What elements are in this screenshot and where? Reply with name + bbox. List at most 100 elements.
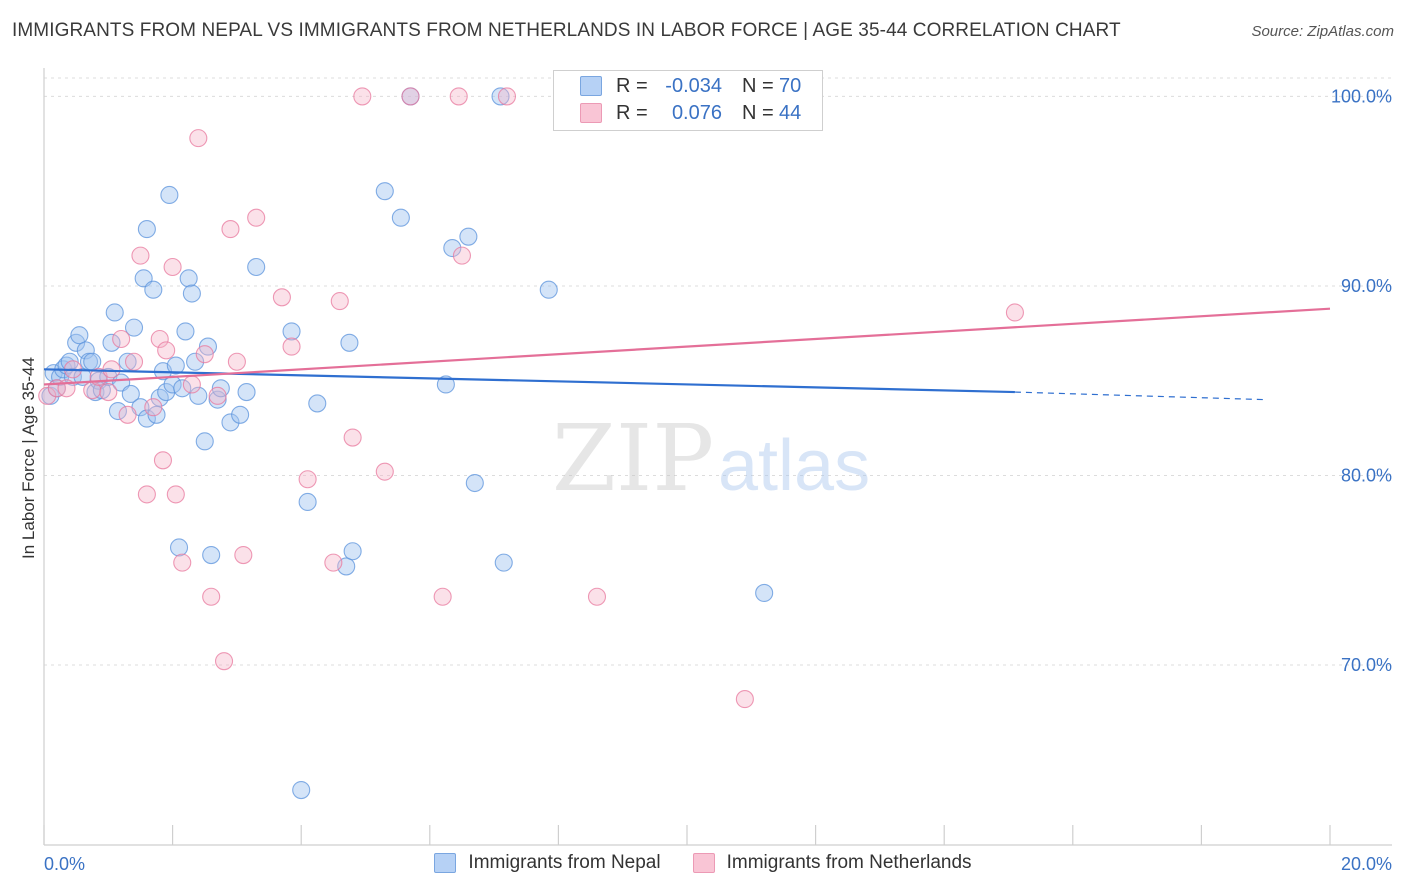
netherlands-point xyxy=(99,383,118,402)
nepal-point xyxy=(343,542,362,561)
netherlands-point xyxy=(353,87,372,106)
nepal-point xyxy=(282,322,301,341)
nepal-point xyxy=(179,269,198,288)
netherlands-point xyxy=(163,257,182,277)
nepal-point xyxy=(169,538,189,557)
nepal-point xyxy=(208,390,227,409)
netherlands-point xyxy=(298,470,317,489)
nepal-n-value: 70 xyxy=(779,74,802,97)
chart-title: IMMIGRANTS FROM NEPAL VS IMMIGRANTS FROM… xyxy=(12,20,1121,41)
legend-item-netherlands[interactable]: Immigrants from Netherlands xyxy=(692,852,972,874)
source-label: Source: ZipAtlas.com xyxy=(1251,23,1394,40)
y-tick-label: 80.0% xyxy=(1341,465,1392,485)
netherlands-point xyxy=(166,485,185,504)
nepal-point xyxy=(137,220,156,239)
nepal-point xyxy=(121,384,140,404)
netherlands-legend-label: Immigrants from Netherlands xyxy=(726,852,972,873)
series-legend: Immigrants from Nepal Immigrants from Ne… xyxy=(0,852,1406,874)
netherlands-points xyxy=(38,87,1024,709)
nepal-point xyxy=(195,432,214,451)
nepal-swatch xyxy=(580,76,602,96)
netherlands-point xyxy=(324,553,343,572)
nepal-point xyxy=(465,473,484,493)
nepal-trend-extension xyxy=(1014,391,1266,401)
nepal-point xyxy=(105,303,124,322)
netherlands-point xyxy=(735,690,754,709)
nepal-point xyxy=(436,375,455,394)
nepal-point xyxy=(491,87,510,106)
nepal-point xyxy=(173,379,192,398)
nepal-point xyxy=(137,409,156,428)
nepal-point xyxy=(160,185,179,205)
nepal-point xyxy=(83,352,102,371)
netherlands-point xyxy=(433,587,452,606)
netherlands-point xyxy=(497,87,517,106)
nepal-point xyxy=(247,257,266,277)
netherlands-point xyxy=(124,352,144,371)
legend-row-netherlands: R = 0.076 N = 44 xyxy=(580,101,801,125)
netherlands-point xyxy=(234,545,253,565)
netherlands-point xyxy=(157,341,176,360)
netherlands-point xyxy=(587,587,607,606)
r-label: R = xyxy=(616,101,648,124)
netherlands-legend-swatch xyxy=(692,853,715,873)
nepal-point xyxy=(182,284,201,303)
trend-lines xyxy=(43,307,1331,401)
netherlands-point xyxy=(102,360,121,379)
n-label: N = xyxy=(742,101,774,124)
nepal-point xyxy=(221,413,240,432)
nepal-point xyxy=(375,182,394,201)
netherlands-n-value: 44 xyxy=(779,101,802,124)
nepal-point xyxy=(166,356,185,375)
nepal-point xyxy=(340,333,359,352)
nepal-point xyxy=(63,367,82,386)
y-axis-label: In Labor Force | Age 35-44 xyxy=(19,357,38,559)
netherlands-point xyxy=(214,652,234,671)
nepal-point xyxy=(108,401,127,421)
nepal-point xyxy=(144,280,163,299)
netherlands-point xyxy=(150,329,169,349)
netherlands-point xyxy=(118,405,137,424)
tick-labels: 70.0% 80.0% 90.0% 100.0% 0.0% 20.0% xyxy=(44,86,1392,874)
nepal-point xyxy=(176,322,195,341)
nepal-point xyxy=(186,352,205,371)
netherlands-point xyxy=(449,87,468,106)
legend-item-nepal[interactable]: Immigrants from Nepal xyxy=(434,852,661,874)
x-tick-label: 20.0% xyxy=(1341,854,1392,874)
y-tick-label: 90.0% xyxy=(1341,276,1392,296)
nepal-point xyxy=(539,280,558,299)
netherlands-point xyxy=(375,462,394,481)
nepal-trend-line xyxy=(43,368,1015,394)
nepal-point xyxy=(237,383,256,402)
netherlands-point xyxy=(282,337,301,356)
y-tick-label: 70.0% xyxy=(1341,655,1392,675)
netherlands-trend-line xyxy=(43,307,1331,386)
nepal-point xyxy=(443,238,462,258)
nepal-point xyxy=(189,386,208,405)
nepal-legend-swatch xyxy=(434,853,457,873)
netherlands-point xyxy=(38,386,57,405)
netherlands-point xyxy=(173,553,192,572)
nepal-point xyxy=(292,780,311,800)
netherlands-point xyxy=(221,220,240,239)
axes xyxy=(43,68,1392,846)
nepal-point xyxy=(308,394,327,413)
netherlands-point xyxy=(153,451,173,470)
nepal-point xyxy=(86,383,105,402)
netherlands-point xyxy=(330,292,349,311)
watermark-atlas: atlas xyxy=(718,426,870,506)
netherlands-point xyxy=(401,87,420,106)
netherlands-point xyxy=(208,386,227,405)
netherlands-point xyxy=(247,208,266,227)
netherlands-swatch xyxy=(580,103,602,123)
nepal-point xyxy=(202,545,221,565)
netherlands-point xyxy=(227,352,246,371)
netherlands-point xyxy=(131,246,150,265)
nepal-r-value: -0.034 xyxy=(665,74,722,97)
netherlands-point xyxy=(112,329,131,349)
netherlands-point xyxy=(137,485,156,504)
netherlands-point xyxy=(144,398,163,417)
r-label: R = xyxy=(616,74,648,97)
netherlands-point xyxy=(452,246,472,265)
netherlands-point xyxy=(189,129,208,148)
